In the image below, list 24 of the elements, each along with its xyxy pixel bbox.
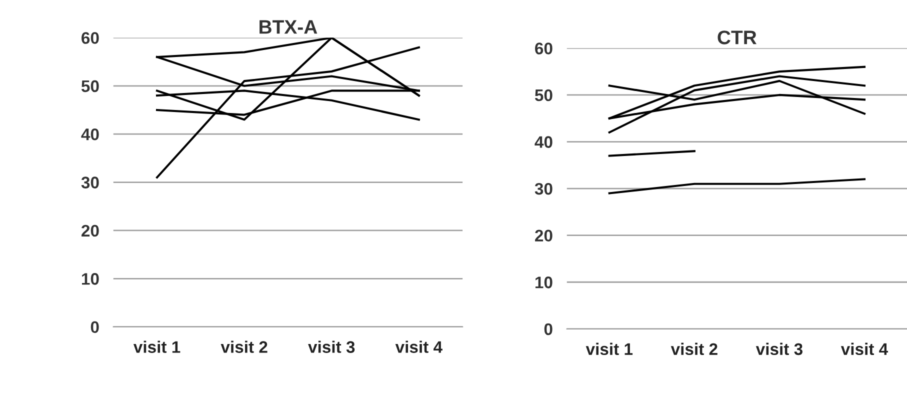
- y-tick-label: 10: [82, 273, 99, 285]
- y-tick-label: 20: [82, 224, 99, 237]
- y-tick-label: 10: [536, 276, 552, 288]
- y-tick-label: 60: [82, 32, 99, 44]
- y-tick-label: 40: [534, 136, 552, 148]
- y-tick-label: 30: [81, 176, 99, 188]
- y-tick-label: 40: [81, 128, 99, 140]
- x-tick-label: visit 1: [586, 342, 633, 356]
- y-tick-label: 30: [534, 182, 552, 195]
- y-tick-label: 50: [534, 89, 552, 102]
- x-tick-label: visit 4: [840, 342, 888, 356]
- y-tick-label: 0: [90, 321, 99, 334]
- chart-title: CTR: [718, 30, 757, 44]
- y-tick-label: 50: [81, 80, 99, 92]
- x-tick-label: visit 2: [220, 340, 268, 353]
- x-tick-label: visit 3: [308, 340, 355, 353]
- x-tick-label: visit 3: [756, 342, 802, 356]
- y-tick-label: 20: [535, 230, 552, 242]
- y-tick-label: 60: [535, 42, 552, 54]
- y-tick-label: 0: [544, 323, 552, 336]
- chart-title: BTX-A: [260, 20, 318, 34]
- x-tick-label: visit 2: [670, 342, 718, 356]
- x-tick-label: visit 4: [395, 340, 442, 353]
- x-tick-label: visit 1: [133, 340, 180, 353]
